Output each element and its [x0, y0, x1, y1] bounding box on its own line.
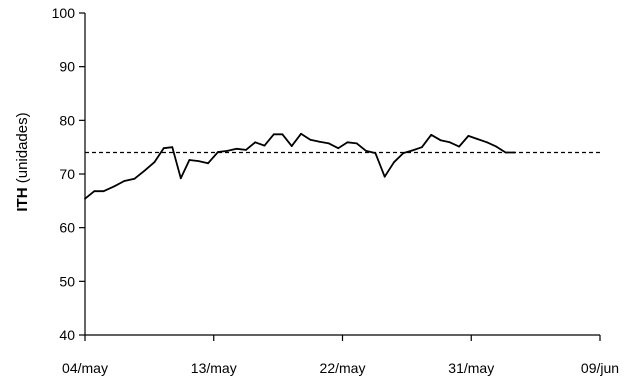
- data-point-25: [318, 140, 321, 143]
- data-point-36: [421, 146, 423, 149]
- series-group: [84, 132, 516, 200]
- y-tick-label-60: 60: [59, 220, 75, 236]
- series-line-0: [84, 132, 515, 200]
- data-point-22: [290, 145, 293, 148]
- data-point-16: [235, 147, 238, 150]
- data-point-24: [309, 138, 312, 141]
- data-point-17: [245, 149, 247, 151]
- data-point-28: [346, 141, 349, 144]
- data-point-20: [272, 133, 275, 136]
- data-point-1: [93, 190, 96, 193]
- x-tick-label-31-may: 31/may: [448, 360, 494, 376]
- data-point-14: [217, 151, 219, 153]
- y-tick-label-40: 40: [59, 327, 75, 343]
- y-tick-label-50: 50: [59, 273, 75, 289]
- data-point-27: [337, 147, 340, 150]
- data-point-6: [143, 169, 146, 172]
- data-point-38: [439, 139, 442, 142]
- data-point-32: [383, 175, 386, 178]
- data-point-23: [300, 132, 302, 135]
- data-point-9: [171, 146, 174, 149]
- y-tick-label-100: 100: [52, 5, 76, 21]
- data-point-26: [328, 142, 330, 145]
- data-point-13: [207, 162, 209, 165]
- data-point-5: [133, 177, 136, 180]
- data-point-46: [514, 151, 516, 154]
- data-point-40: [458, 145, 460, 148]
- data-point-12: [197, 160, 200, 163]
- data-point-11: [188, 159, 191, 161]
- axes: [84, 13, 600, 336]
- y-tick-label-80: 80: [59, 112, 75, 128]
- data-point-39: [448, 141, 451, 144]
- data-point-7: [153, 161, 156, 164]
- data-point-18: [254, 141, 257, 144]
- data-point-37: [430, 133, 433, 136]
- data-point-31: [374, 152, 377, 155]
- data-point-4: [123, 180, 126, 182]
- data-point-43: [486, 141, 488, 144]
- y-axis-label-unit: (unidades): [14, 112, 31, 187]
- data-point-30: [365, 150, 367, 152]
- x-tick-label-09-jun: 09/jun: [581, 360, 619, 376]
- data-point-0: [84, 197, 86, 200]
- data-point-45: [504, 151, 507, 154]
- data-point-2: [102, 190, 105, 193]
- x-tick-label-04-may: 04/may: [62, 360, 108, 376]
- y-axis-label: ITH (unidades): [14, 112, 31, 211]
- data-point-34: [402, 152, 405, 155]
- x-tick-label-13-may: 13/may: [191, 360, 237, 376]
- y-tick-label-90: 90: [59, 59, 75, 75]
- data-point-44: [495, 145, 498, 148]
- data-point-33: [393, 161, 395, 164]
- data-point-41: [467, 135, 470, 137]
- data-point-8: [162, 147, 165, 150]
- x-tick-label-22-may: 22/may: [320, 360, 366, 376]
- data-point-29: [355, 142, 358, 145]
- x-ticks: 04/may 13/may 22/may 31/may 09/jun: [62, 335, 619, 376]
- y-tick-label-70: 70: [59, 166, 75, 182]
- data-point-42: [476, 138, 479, 141]
- data-point-35: [411, 149, 414, 152]
- data-point-19: [263, 144, 266, 147]
- data-point-15: [226, 150, 229, 152]
- data-point-10: [179, 177, 182, 180]
- svg-text:ITH (unidades): ITH (unidades): [14, 112, 31, 211]
- y-axis-label-bold: ITH: [14, 187, 31, 211]
- y-ticks: 40 50 60 70 80 90 100: [52, 5, 85, 343]
- data-point-3: [113, 185, 116, 188]
- data-point-21: [281, 133, 284, 136]
